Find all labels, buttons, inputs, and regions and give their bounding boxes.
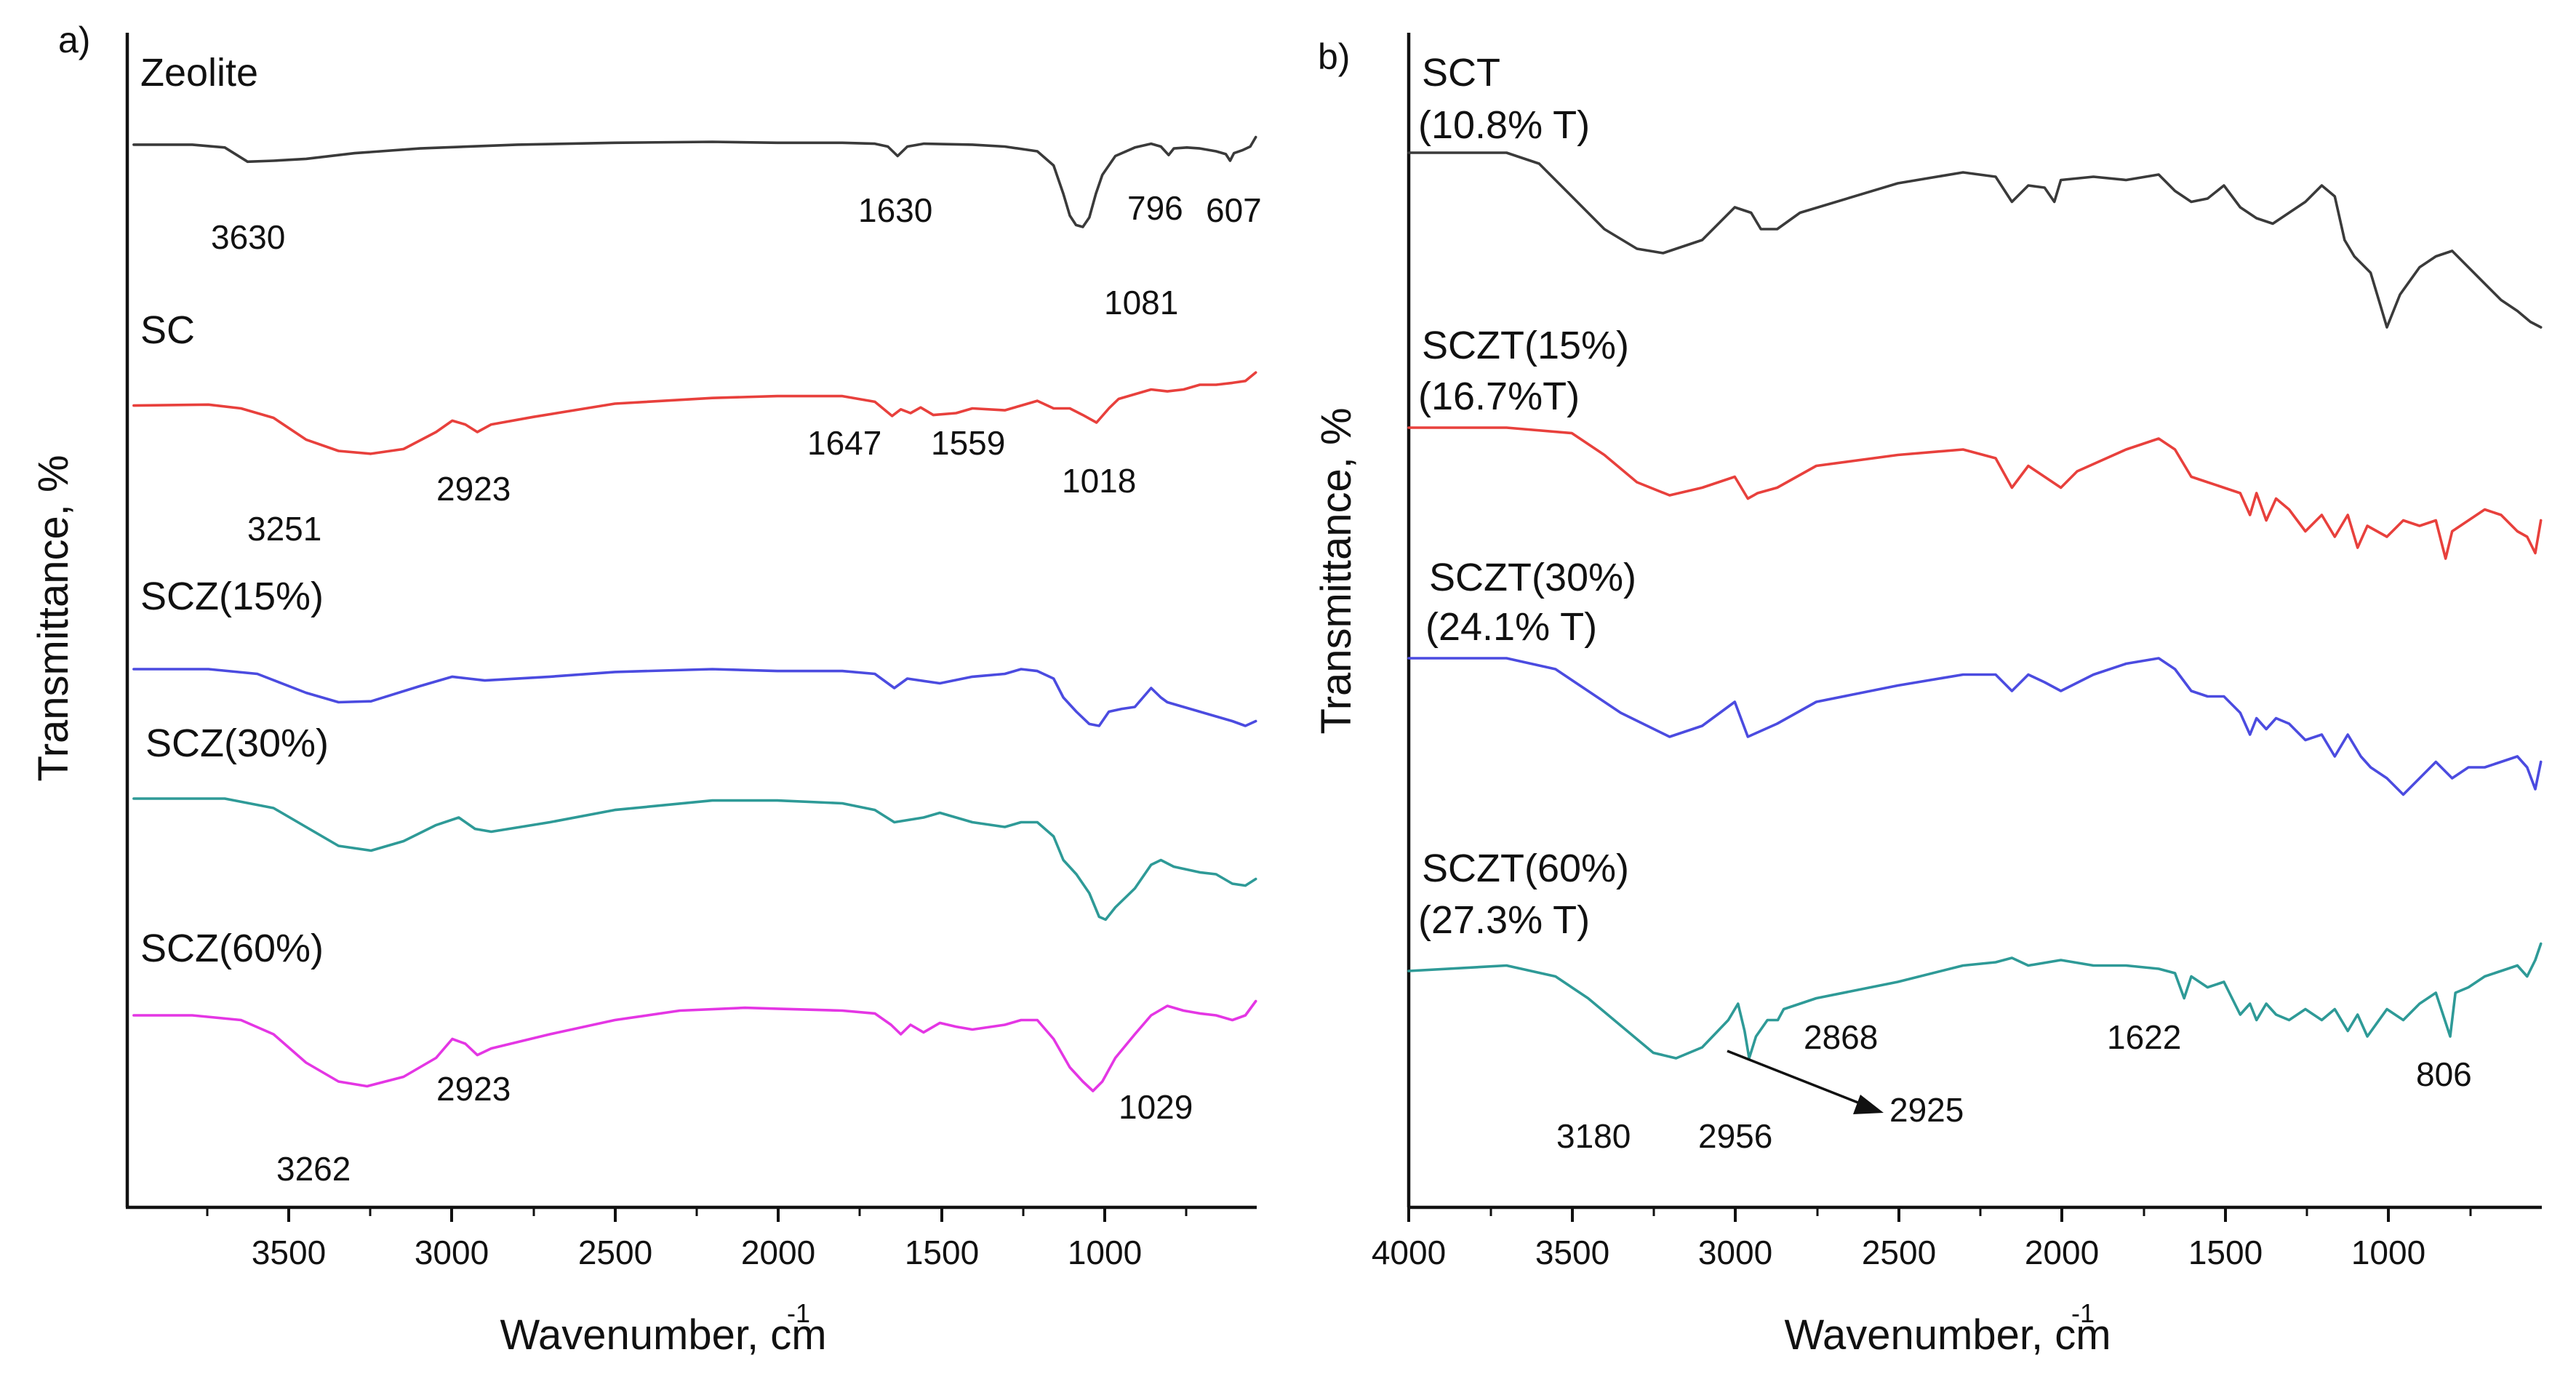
panel-a-x-tick-label: 2500 [578, 1234, 652, 1271]
panel-a-x-tick-label: 1000 [1068, 1234, 1142, 1271]
peak-annotation: 1647 [807, 424, 881, 462]
panel-b-x-label: Wavenumber, cm -1 [1784, 1298, 2111, 1359]
peak-annotation: 3251 [247, 510, 321, 548]
panel-a-x-tick-label: 3500 [252, 1234, 326, 1271]
annotation-arrow-head [1853, 1095, 1884, 1114]
series-label-sct: SCT [1422, 51, 1500, 95]
peak-annotation: 607 [1206, 191, 1262, 229]
series-line-sct [1407, 151, 2543, 329]
peak-annotation: 1018 [1062, 462, 1136, 500]
peak-annotation: 1630 [858, 191, 932, 229]
peak-annotation: 3262 [276, 1150, 351, 1188]
series-line-scz-60 [132, 999, 1257, 1092]
series-line-sc [132, 371, 1257, 455]
panel-b-y-label: Transmittance, % [1313, 407, 1360, 734]
series-label-zeolite: Zeolite [140, 51, 258, 95]
panel-a-x-tick-label: 3000 [415, 1234, 489, 1271]
peak-annotation: 806 [2416, 1055, 2472, 1093]
panel-b-x-tick-label: 3000 [1698, 1234, 1772, 1271]
panel-b-x-label-text: Wavenumber, cm [1784, 1311, 2111, 1359]
series-label-sczt-15-loading: (16.7%T) [1418, 375, 1580, 418]
panel-a-label: a) [58, 20, 90, 60]
panel-a-x-label: Wavenumber, cm -1 [500, 1298, 826, 1359]
panel-b-x-ticks: 4000 3500 3000 2500 2000 1500 1000 [1372, 1207, 2472, 1271]
panel-b-peak-annotations: 3180 2956 2868 2925 1622 806 [1556, 1018, 2472, 1155]
panel-b-label: b) [1318, 36, 1350, 77]
peak-annotation: 2956 [1698, 1117, 1772, 1155]
series-label-sczt-15: SCZT(15%) [1422, 324, 1629, 367]
panel-a-peak-annotations: 3630 1630 796 607 1081 3251 2923 1647 15… [211, 189, 1262, 1188]
panel-a-x-ticks: 3500 3000 2500 2000 1500 1000 [206, 1207, 1188, 1271]
series-label-scz-15: SCZ(15%) [140, 575, 324, 618]
peak-annotation: 3630 [211, 218, 285, 256]
series-line-scz-30 [132, 797, 1257, 922]
peak-annotation: 796 [1127, 189, 1183, 227]
panel-b-series-labels: SCT (10.8% T) SCZT(15%) (16.7%T) SCZT(30… [1418, 51, 1636, 942]
panel-a: a) Transmittance, % 3500 3000 2500 2000 … [30, 20, 1262, 1359]
peak-annotation: 2923 [436, 470, 511, 508]
panel-a-traces [132, 135, 1257, 1092]
peak-annotation: 1559 [931, 424, 1005, 462]
panel-a-y-label-text: Transmittance, % [30, 455, 77, 781]
series-label-sczt-30-loading: (24.1% T) [1425, 605, 1597, 649]
panel-b-y-label-text: Transmittance, % [1313, 407, 1360, 734]
panel-b-x-label-sup: -1 [2071, 1298, 2095, 1328]
panel-b-x-tick-label: 1500 [2188, 1234, 2263, 1271]
peak-annotation: 2923 [436, 1070, 511, 1108]
panel-a-y-label: Transmittance, % [30, 455, 77, 781]
panel-b-x-tick-label: 3500 [1535, 1234, 1609, 1271]
panel-b-traces [1407, 151, 2543, 1060]
series-label-sczt-60-loading: (27.3% T) [1418, 898, 1590, 942]
series-label-sct-loading: (10.8% T) [1418, 103, 1590, 147]
panel-a-x-label-sup: -1 [787, 1298, 810, 1328]
series-label-sczt-30: SCZT(30%) [1429, 556, 1636, 599]
annotation-arrow-line [1727, 1050, 1866, 1107]
panel-a-x-tick-label: 1500 [905, 1234, 979, 1271]
series-line-scz-15 [132, 668, 1257, 727]
peak-annotation: 1029 [1119, 1088, 1193, 1126]
series-label-scz-30: SCZ(30%) [145, 722, 329, 765]
panel-a-x-tick-label: 2000 [741, 1234, 815, 1271]
peak-annotation: 2925 [1889, 1091, 1964, 1129]
series-label-scz-60: SCZ(60%) [140, 927, 324, 970]
series-line-sczt-30 [1407, 657, 2543, 796]
series-label-sczt-60: SCZT(60%) [1422, 847, 1629, 890]
panel-b: b) Transmittance, % 4000 3500 3000 2500 [1313, 33, 2543, 1359]
peak-annotation: 3180 [1556, 1117, 1631, 1155]
panel-a-x-label-text: Wavenumber, cm [500, 1311, 826, 1359]
series-label-sc: SC [140, 308, 195, 352]
series-line-zeolite [132, 135, 1257, 228]
panel-a-series-labels: Zeolite SC SCZ(15%) SCZ(30%) SCZ(60%) [140, 51, 329, 970]
panel-b-x-tick-label: 2000 [2025, 1234, 2099, 1271]
peak-annotation: 1622 [2107, 1018, 2181, 1056]
panel-b-x-tick-label: 4000 [1372, 1234, 1446, 1271]
peak-annotation: 2868 [1804, 1018, 1878, 1056]
series-line-sczt-60 [1407, 942, 2543, 1060]
panel-b-x-tick-label: 1000 [2351, 1234, 2425, 1271]
panel-b-x-tick-label: 2500 [1862, 1234, 1936, 1271]
series-line-sczt-15 [1407, 426, 2543, 560]
peak-annotation: 1081 [1104, 284, 1178, 321]
